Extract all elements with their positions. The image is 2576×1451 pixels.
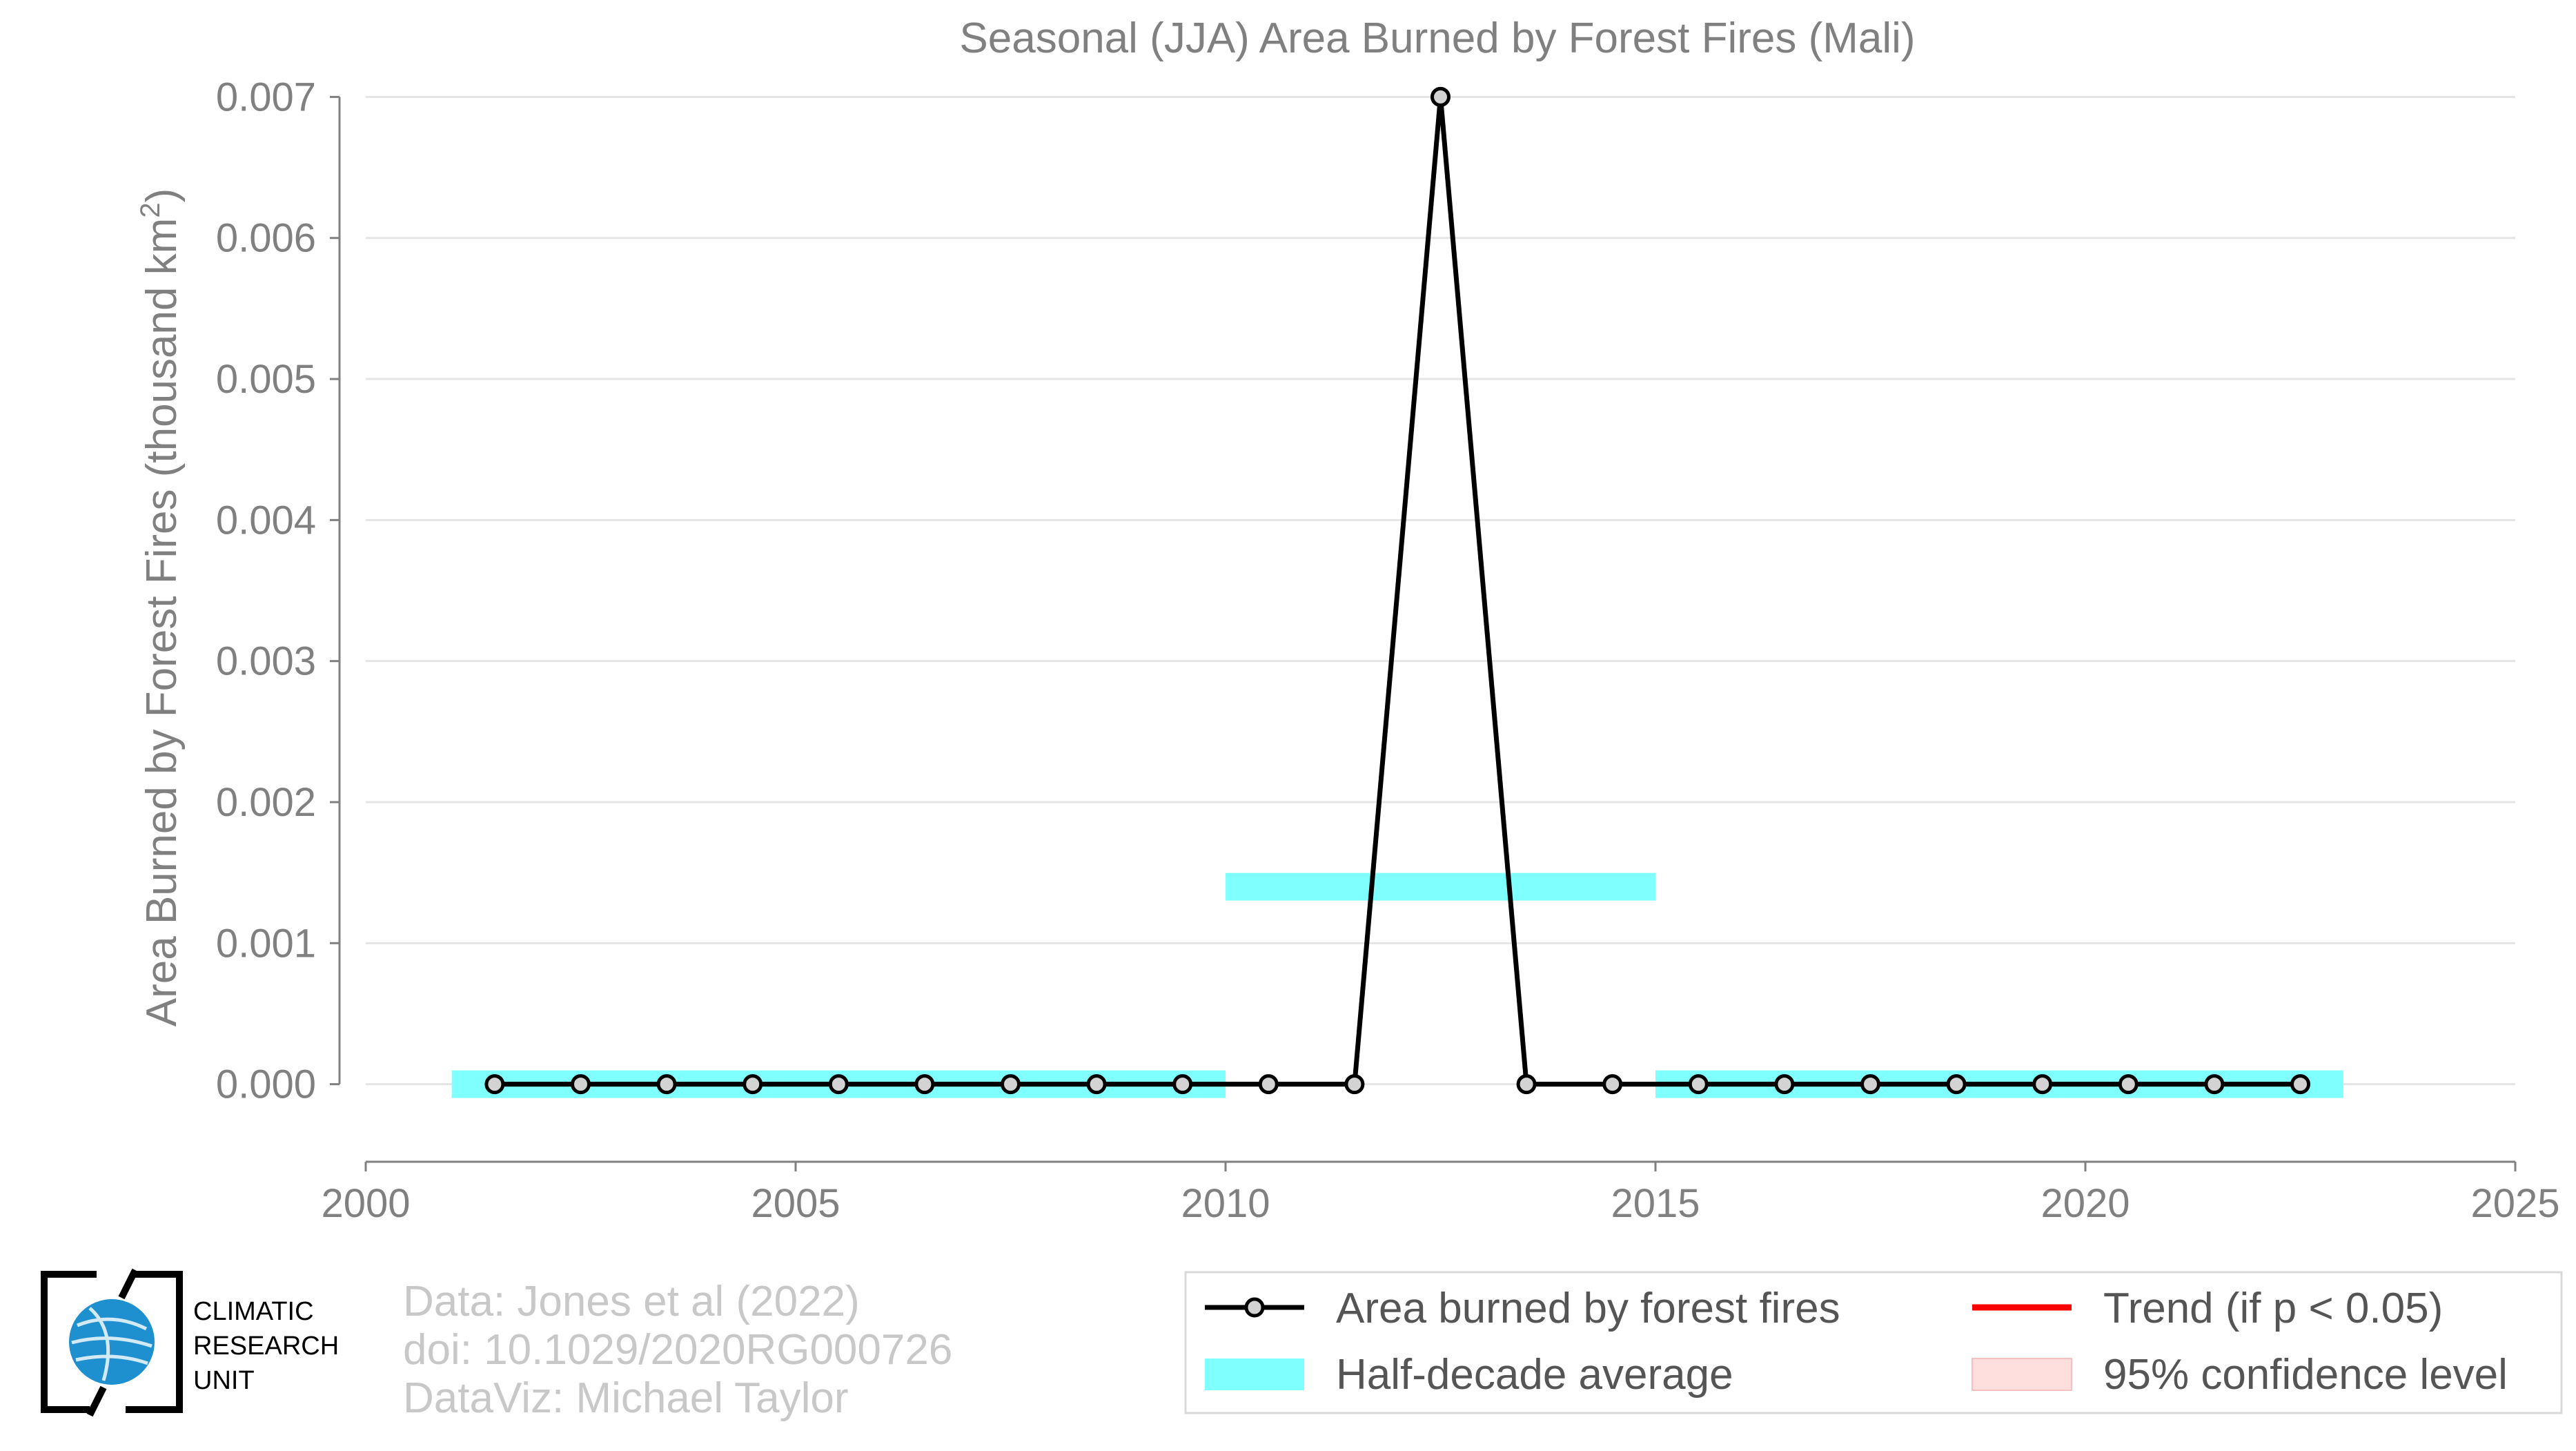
- x-tick-label: 2005: [751, 1181, 840, 1226]
- y-tick-label: 0.005: [216, 357, 316, 402]
- y-axis-label-end: ): [138, 188, 186, 203]
- globe-lines-icon: [71, 1307, 153, 1381]
- data-point: [2204, 1074, 2225, 1095]
- x-tick-label: 2025: [2470, 1181, 2559, 1226]
- gridlines: [366, 95, 2515, 1086]
- data-point: [914, 1074, 935, 1095]
- data-point: [1430, 86, 1451, 107]
- y-axis-label: Area Burned by Forest Fires (thousand km…: [135, 188, 186, 1027]
- y-tick-label: 0.003: [216, 639, 316, 684]
- legend: Area burned by forest fires Trend (if p …: [1184, 1271, 2563, 1414]
- data-point: [1946, 1074, 1967, 1095]
- legend-label-trend: Trend (if p < 0.05): [2103, 1285, 2443, 1332]
- logo-line-3: UNIT: [193, 1366, 255, 1395]
- data-point: [1172, 1074, 1193, 1095]
- y-tick-label: 0.002: [216, 780, 316, 825]
- axes: 0.000 0.001 0.002 0.003 0.004 0.005 0.006 0.007…: [216, 75, 2560, 1226]
- legend-label-half-decade: Half-decade average: [1336, 1351, 1733, 1399]
- y-tick-label: 0.001: [216, 921, 316, 966]
- data-point: [656, 1074, 677, 1095]
- y-axis-label-superscript: 2: [135, 202, 166, 217]
- data-point: [1516, 1074, 1537, 1095]
- logo-slash-bottom-icon: [86, 1385, 107, 1417]
- credit-data-source: Data: Jones et al (2022): [403, 1278, 860, 1325]
- data-point: [1001, 1074, 1021, 1095]
- legend-marker-area-burned: [1244, 1297, 1265, 1318]
- x-tick-label: 2010: [1181, 1181, 1270, 1226]
- y-tick-label: 0.007: [216, 75, 316, 119]
- data-point: [743, 1074, 763, 1095]
- x-tick-label: 2015: [1611, 1181, 1700, 1226]
- credit-doi: doi: 10.1029/2020RG000726: [403, 1326, 952, 1374]
- credit-dataviz: DataViz: Michael Taylor: [403, 1374, 849, 1422]
- logo-slash-icon: [118, 1268, 139, 1300]
- data-point: [2118, 1074, 2139, 1095]
- half-decade-average-bars: [451, 873, 2343, 1098]
- data-point: [2032, 1074, 2053, 1095]
- data-point: [1344, 1074, 1365, 1095]
- data-point: [571, 1074, 591, 1095]
- data-point: [2290, 1074, 2310, 1095]
- y-tick-label: 0.000: [216, 1062, 316, 1107]
- legend-symbol-half-decade: [1205, 1359, 1304, 1390]
- logo-line-1: CLIMATIC: [193, 1297, 314, 1326]
- data-point: [828, 1074, 849, 1095]
- logo-frame-gap: [97, 1269, 132, 1281]
- series-markers: [484, 86, 2310, 1095]
- cru-logo: CLIMATIC RESEARCH UNIT: [41, 1268, 339, 1417]
- half-decade-average-bar: [1226, 873, 1655, 901]
- data-point: [1688, 1074, 1709, 1095]
- series-line: [494, 97, 2301, 1087]
- y-tick-label: 0.006: [216, 216, 316, 261]
- data-point: [1258, 1074, 1279, 1095]
- y-tick-label: 0.004: [216, 498, 316, 543]
- data-point: [1774, 1074, 1795, 1095]
- series-line-area-burned: [494, 97, 2301, 1087]
- data-point: [1086, 1074, 1107, 1095]
- legend-label-area-burned: Area burned by forest fires: [1336, 1285, 1840, 1332]
- x-tick-label: 2000: [321, 1181, 410, 1226]
- data-point: [484, 1074, 505, 1095]
- x-tick-label: 2020: [2041, 1181, 2130, 1226]
- legend-frame: [1184, 1271, 2563, 1414]
- data-point: [1602, 1074, 1623, 1095]
- logo-line-2: RESEARCH: [193, 1332, 339, 1361]
- chart-title: Seasonal (JJA) Area Burned by Forest Fir…: [959, 14, 1915, 62]
- legend-symbol-confidence: [1972, 1358, 2072, 1391]
- data-point: [1860, 1074, 1880, 1095]
- legend-label-confidence: 95% confidence level: [2103, 1351, 2508, 1399]
- logo-frame-gap-bottom: [90, 1403, 126, 1415]
